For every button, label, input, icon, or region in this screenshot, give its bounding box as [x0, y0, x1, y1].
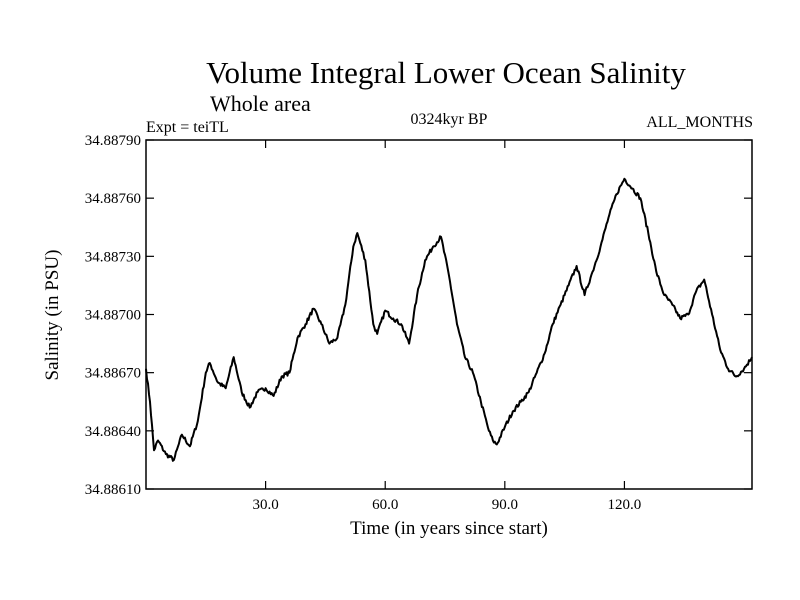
period-label: 0324kyr BP — [411, 111, 488, 128]
y-tick-label: 34.88790 — [85, 133, 141, 149]
x-tick-label: 120.0 — [608, 497, 642, 513]
x-tick-label: 90.0 — [492, 497, 518, 513]
y-tick-label: 34.88640 — [85, 424, 141, 440]
y-tick-label: 34.88760 — [85, 191, 141, 207]
x-tick-label: 60.0 — [372, 497, 398, 513]
y-axis-ticks: 34.88610 34.88640 34.88670 34.88700 34.88730… — [85, 133, 752, 498]
y-tick-label: 34.88700 — [85, 308, 141, 324]
salinity-series-line — [145, 177, 753, 462]
y-tick-label: 34.88610 — [85, 482, 141, 498]
experiment-label: Expt = teiTL — [146, 119, 229, 136]
y-axis-label: Salinity (in PSU) — [42, 250, 63, 381]
y-tick-label: 34.88730 — [85, 249, 141, 265]
x-tick-label: 30.0 — [252, 497, 278, 513]
plot-frame — [145, 139, 753, 490]
x-axis-ticks: 30.0 60.0 90.0 120.0 — [252, 140, 641, 513]
y-tick-label: 34.88670 — [85, 366, 141, 382]
chart-subtitle: Whole area — [210, 91, 311, 116]
months-label: ALL_MONTHS — [646, 114, 753, 131]
x-axis-label: Time (in years since start) — [350, 518, 548, 539]
chart-title: Volume Integral Lower Ocean Salinity — [206, 55, 686, 90]
